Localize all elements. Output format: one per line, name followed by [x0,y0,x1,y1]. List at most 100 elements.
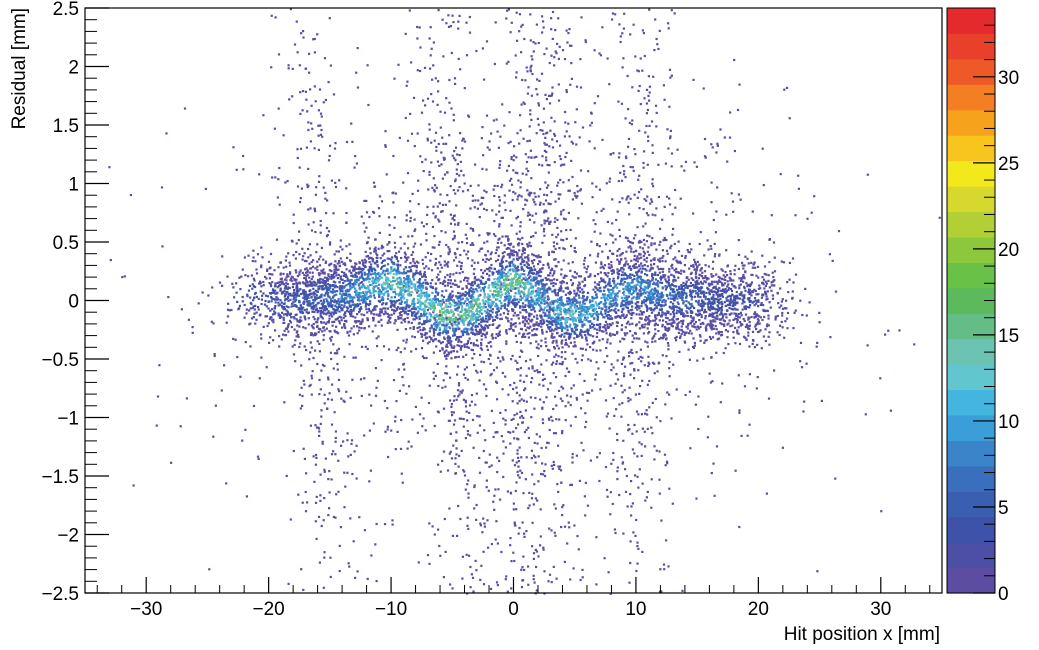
band-point [739,321,742,324]
sparse-point [631,166,634,169]
band-point [323,287,326,290]
sparse-point [387,319,390,322]
sparse-point [611,333,615,336]
band-point [601,313,604,316]
band-point [291,240,294,243]
band-point [335,267,338,270]
sparse-point [697,395,700,398]
band-point [527,257,530,260]
sparse-point [490,372,493,376]
band-point [701,282,704,285]
band-point [454,279,457,282]
sparse-point [671,213,674,216]
band-point [207,294,210,297]
band-point [661,323,664,327]
band-point [491,316,494,319]
sparse-point [368,480,371,483]
sparse-point [496,471,499,474]
band-point [280,292,283,295]
sparse-point [437,218,440,221]
sparse-point [596,332,599,335]
band-point [375,305,378,308]
sparse-point [615,218,618,222]
band-point [388,241,391,244]
band-point [517,287,520,290]
band-point [380,276,384,280]
band-point [602,330,605,333]
band-point [528,327,531,330]
sparse-point [453,419,457,422]
band-point [455,356,458,359]
sparse-point [298,393,301,396]
sparse-point [432,330,436,333]
band-point [358,276,361,280]
band-point [632,312,635,315]
band-point [335,325,338,328]
band-point [426,318,429,321]
sparse-point [523,431,526,434]
band-point [641,292,644,295]
band-point [710,283,713,286]
band-point [481,316,484,319]
sparse-point [302,255,305,258]
sparse-point [762,335,765,338]
band-point [407,275,410,278]
band-point [231,282,234,285]
band-point [566,311,569,314]
band-point [506,290,509,293]
sparse-point [552,361,555,364]
sparse-point [363,434,366,437]
band-point [462,323,465,326]
band-point [739,311,742,314]
band-point [389,270,392,273]
sparse-point [515,232,518,235]
sparse-point [542,373,545,376]
band-point [629,276,633,279]
sparse-point [444,550,447,553]
band-point [521,268,524,271]
band-point [675,285,678,288]
band-point [595,335,598,338]
sparse-point [434,298,437,301]
band-point [512,264,515,267]
band-point [483,294,486,297]
sparse-point [601,138,604,141]
sparse-point [526,214,529,217]
band-point [523,273,526,276]
sparse-point [630,480,633,483]
sparse-point [296,330,299,333]
sparse-point [466,433,470,436]
band-point [323,276,327,279]
sparse-point [605,182,608,185]
band-point [288,261,291,264]
sparse-point [498,166,501,169]
band-point [406,270,409,273]
band-point [599,310,602,313]
sparse-point [402,384,405,387]
sparse-point [431,525,434,528]
band-point [679,262,682,265]
sparse-point [539,201,542,204]
band-point [297,335,300,338]
band-point [532,254,535,257]
band-point [693,344,696,347]
band-point [396,293,399,296]
sparse-point [629,250,633,253]
band-point [444,324,447,327]
band-point [338,315,341,318]
sparse-point [485,479,488,482]
band-point [362,291,365,294]
sparse-point [473,282,477,285]
sparse-point [699,231,702,234]
sparse-point [479,370,482,373]
band-point [634,302,637,305]
sparse-point [491,308,494,311]
band-point [560,333,563,336]
band-point [585,337,588,341]
band-point [614,284,617,287]
band-point [288,264,292,267]
band-point [283,290,286,293]
band-point [530,313,533,316]
sparse-point [524,203,527,206]
band-point [284,259,287,262]
